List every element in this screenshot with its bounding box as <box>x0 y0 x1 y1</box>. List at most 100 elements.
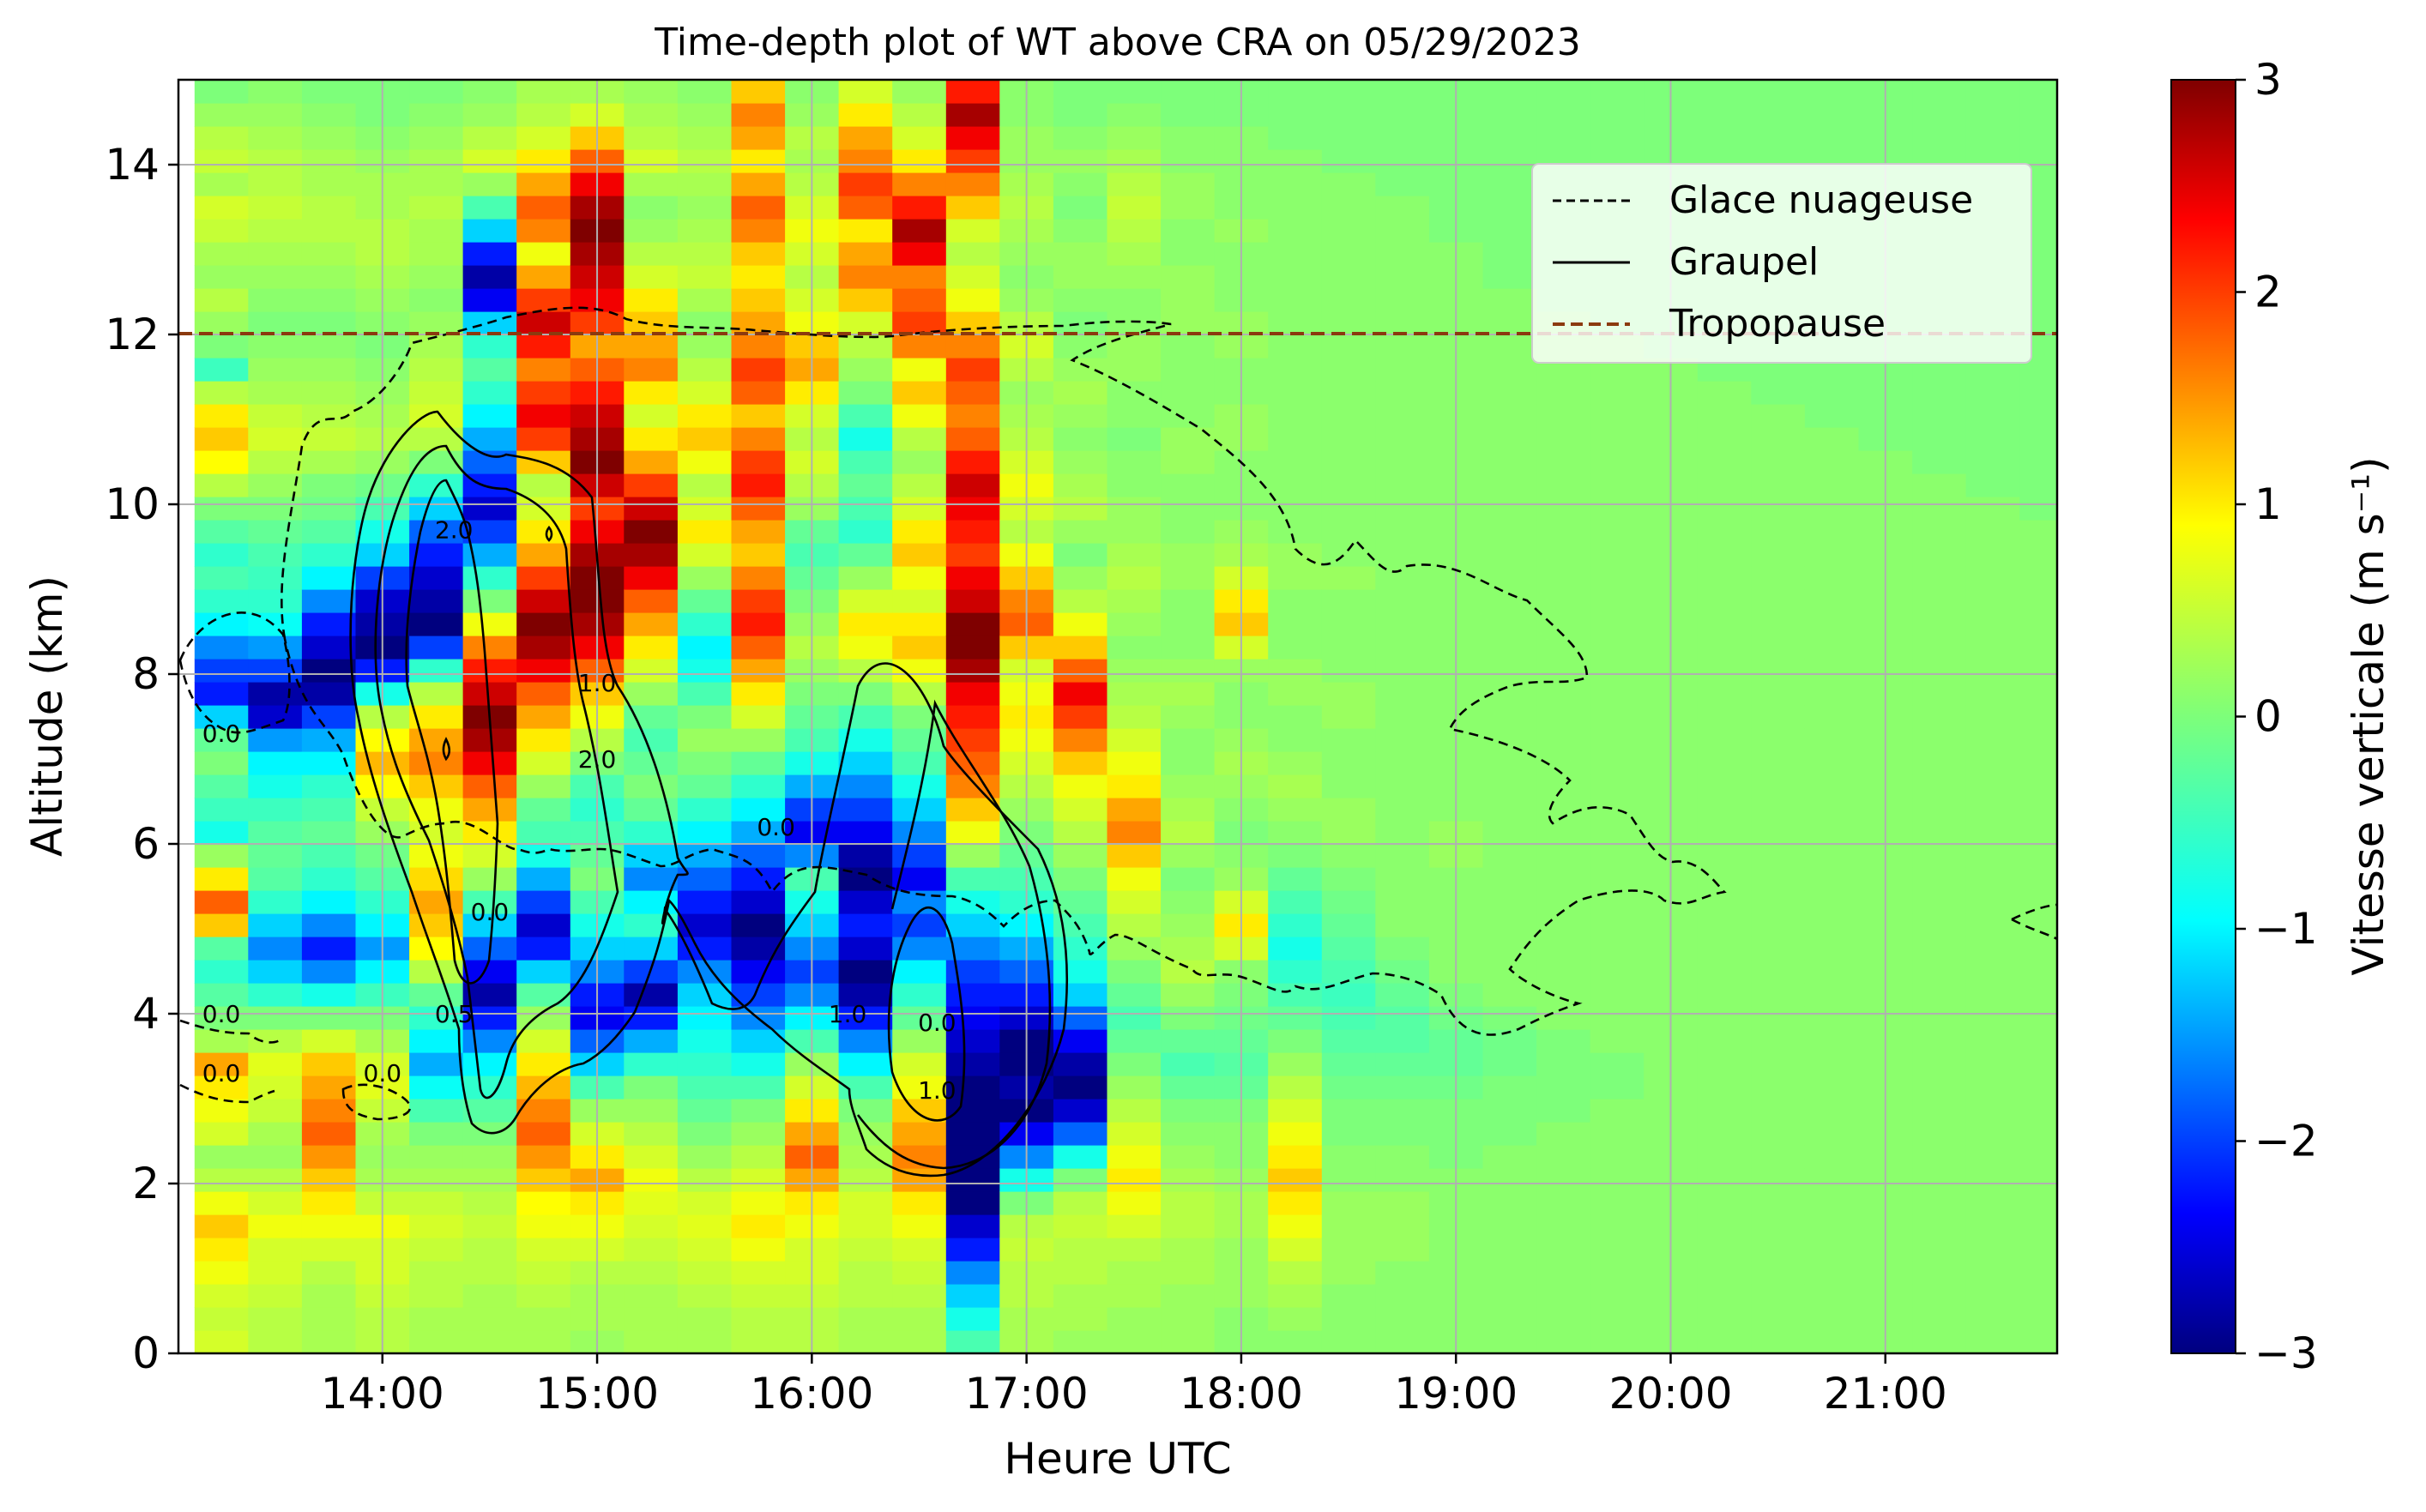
heatmap-cell <box>1107 983 1162 1007</box>
heatmap-cell <box>409 751 463 775</box>
heatmap-cell <box>1322 1029 1376 1053</box>
heatmap-cell <box>1966 1330 2020 1354</box>
heatmap-cell <box>302 520 356 544</box>
heatmap-cell <box>624 821 678 845</box>
heatmap-cell <box>1161 705 1215 729</box>
heatmap-cell <box>946 960 1000 984</box>
heatmap-cell <box>1322 1330 1376 1354</box>
heatmap-cell <box>1698 126 1752 150</box>
heatmap-cell <box>1483 844 1537 868</box>
heatmap-cell <box>1161 381 1215 405</box>
heatmap-cell <box>1912 983 1966 1007</box>
heatmap-cell <box>732 589 786 613</box>
heatmap-cell <box>1966 126 2020 150</box>
heatmap-cell <box>1751 427 1805 451</box>
heatmap-cell <box>1375 427 1429 451</box>
heatmap-cell <box>732 358 786 382</box>
heatmap-cell <box>1751 728 1805 752</box>
heatmap-cell <box>1912 960 1966 984</box>
heatmap-cell <box>1322 334 1376 358</box>
heatmap-cell <box>624 1214 678 1238</box>
heatmap-cell <box>1322 172 1376 196</box>
heatmap-cell <box>1912 520 1966 544</box>
heatmap-cell <box>624 1284 678 1308</box>
heatmap-cell <box>1912 682 1966 706</box>
heatmap-cell <box>1805 497 1859 521</box>
heatmap-cell <box>839 705 893 729</box>
heatmap-cell <box>1161 126 1215 150</box>
heatmap-cell <box>624 566 678 590</box>
heatmap-cell <box>302 288 356 312</box>
heatmap-cell <box>946 983 1000 1007</box>
heatmap-cell <box>892 1330 946 1354</box>
heatmap-cell <box>1375 705 1429 729</box>
heatmap-cell <box>1053 404 1107 428</box>
heatmap-cell <box>302 1099 356 1123</box>
heatmap-cell <box>1375 1261 1429 1285</box>
heatmap-cell <box>1161 404 1215 428</box>
heatmap-cell <box>2019 1307 2073 1331</box>
heatmap-cell <box>516 497 570 521</box>
heatmap-cell <box>516 1214 570 1238</box>
heatmap-cell <box>195 334 249 358</box>
heatmap-cell <box>1536 566 1590 590</box>
heatmap-cell <box>624 774 678 798</box>
heatmap-cell <box>516 589 570 613</box>
heatmap-cell <box>1805 1052 1859 1076</box>
heatmap-cell <box>1161 149 1215 173</box>
heatmap-cell <box>732 1307 786 1331</box>
heatmap-cell <box>946 1052 1000 1076</box>
heatmap-cell <box>1805 844 1859 868</box>
heatmap-cell <box>624 520 678 544</box>
heatmap-cell <box>1322 311 1376 335</box>
heatmap-cell <box>409 1145 463 1169</box>
heatmap-cell <box>892 334 946 358</box>
heatmap-cell <box>2019 543 2073 567</box>
heatmap-cell <box>1107 1261 1162 1285</box>
x-tick-label: 20:00 <box>1608 1369 1732 1419</box>
heatmap-cell <box>1698 1307 1752 1331</box>
heatmap-cell <box>678 659 732 683</box>
heatmap-cell <box>678 636 732 660</box>
heatmap-cell <box>839 172 893 196</box>
heatmap-cell <box>1805 126 1859 150</box>
heatmap-cell <box>732 334 786 358</box>
heatmap-cell <box>302 172 356 196</box>
heatmap-cell <box>1912 1075 1966 1099</box>
heatmap-cell <box>1375 80 1429 104</box>
heatmap-cell <box>1966 473 2020 497</box>
heatmap-cell <box>1590 1191 1644 1215</box>
heatmap-cell <box>1107 1191 1162 1215</box>
heatmap-cell <box>946 751 1000 775</box>
heatmap-cell <box>1966 960 2020 984</box>
heatmap-cell <box>1805 682 1859 706</box>
heatmap-cell <box>1805 705 1859 729</box>
heatmap-cell <box>678 1029 732 1053</box>
contour-label: 0.0 <box>918 1009 957 1037</box>
heatmap-cell <box>1805 1145 1859 1169</box>
heatmap-cell <box>678 473 732 497</box>
heatmap-cell <box>1268 1330 1322 1354</box>
heatmap-cell <box>1161 520 1215 544</box>
heatmap-cell <box>1966 798 2020 822</box>
heatmap-cell <box>195 1145 249 1169</box>
heatmap-cell <box>892 80 946 104</box>
heatmap-cell <box>1322 1191 1376 1215</box>
heatmap-cell <box>1751 1168 1805 1192</box>
heatmap-cell <box>1322 427 1376 451</box>
heatmap-cell <box>1107 1214 1162 1238</box>
heatmap-cell <box>1805 867 1859 891</box>
heatmap-cell <box>1536 960 1590 984</box>
heatmap-cell <box>195 1238 249 1262</box>
heatmap-cell <box>1107 960 1162 984</box>
heatmap-cell <box>1483 1099 1537 1123</box>
heatmap-cell <box>1966 381 2020 405</box>
heatmap-cell <box>839 1214 893 1238</box>
heatmap-cell <box>839 242 893 266</box>
heatmap-cell <box>248 311 302 335</box>
heatmap-cell <box>1053 1284 1107 1308</box>
heatmap-cell <box>678 890 732 914</box>
heatmap-cell <box>1536 80 1590 104</box>
heatmap-cell <box>1053 1307 1107 1331</box>
heatmap-cell <box>1698 1238 1752 1262</box>
